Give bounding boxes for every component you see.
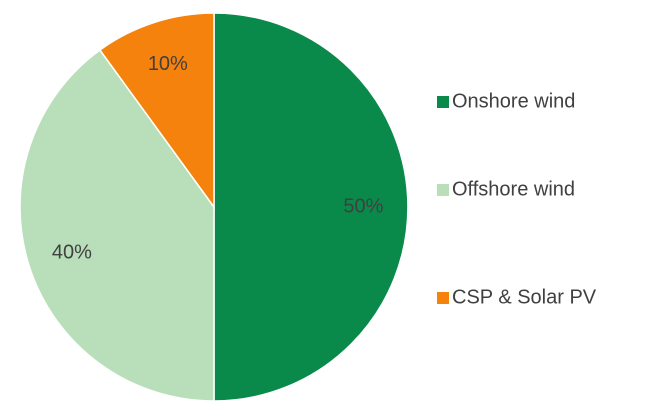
legend-label: Onshore wind	[452, 90, 575, 112]
legend-swatch	[437, 96, 449, 108]
data-label: 10%	[148, 53, 188, 75]
legend-label: Offshore wind	[452, 178, 575, 200]
data-label: 40%	[52, 241, 92, 263]
data-label: 50%	[343, 195, 383, 217]
pie-slice	[19, 49, 215, 401]
pie-slice	[98, 12, 215, 210]
legend-label: CSP & Solar PV	[452, 286, 597, 308]
pie-slice	[213, 12, 409, 401]
legend-swatch	[437, 184, 449, 196]
legend-swatch	[437, 292, 449, 304]
